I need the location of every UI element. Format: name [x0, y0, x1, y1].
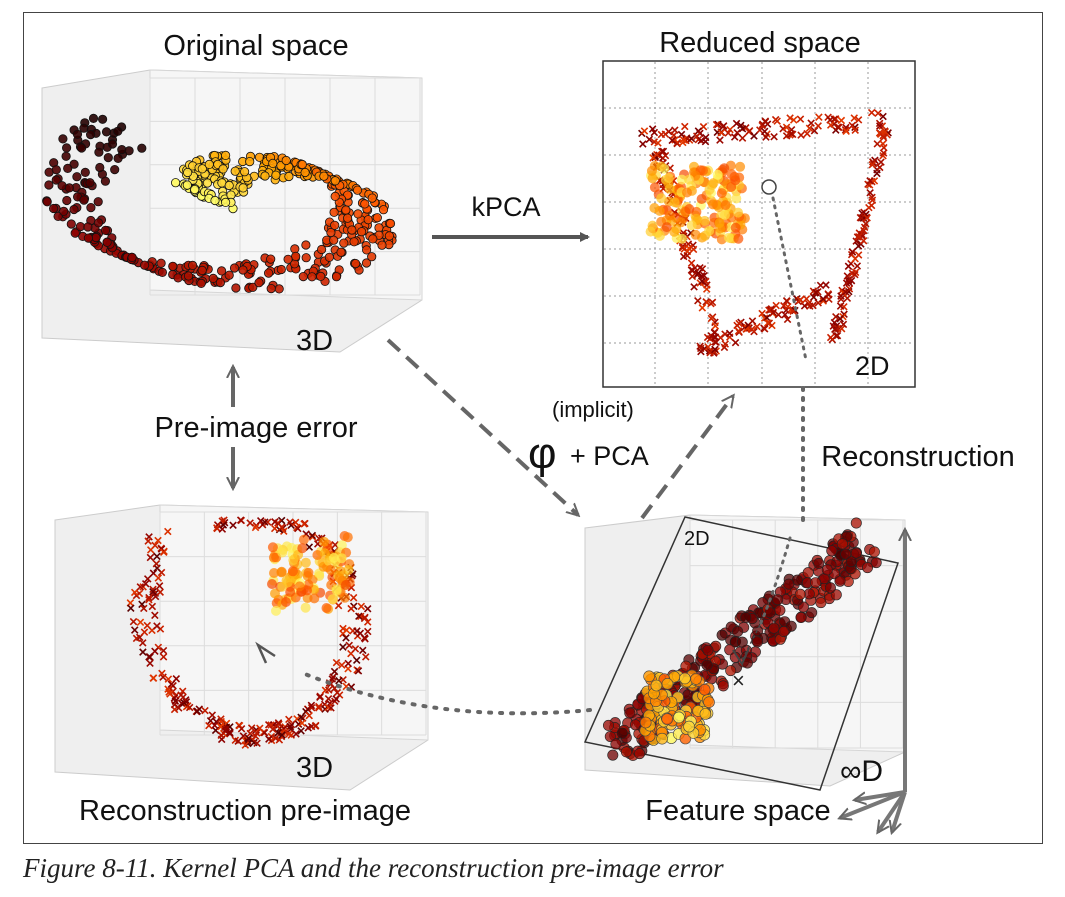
reconstruction-dotted-feature-inner	[758, 536, 792, 627]
infinite-d-axes	[840, 530, 905, 832]
reduced-space-title: Reduced space	[659, 27, 861, 59]
feature-space-points	[602, 517, 882, 761]
reduced-space-points	[638, 108, 892, 357]
dim-label-3d-bottom: 3D	[296, 752, 333, 784]
reconstruction-dotted-to-feature	[771, 196, 808, 362]
pca-arrow-up	[640, 396, 733, 520]
figure-caption: Figure 8-11. Kernel PCA and the reconstr…	[23, 853, 724, 883]
implicit-label: (implicit)	[552, 397, 634, 422]
feature-space-panel: ×	[583, 514, 905, 832]
plus-pca-label: + PCA	[570, 441, 649, 471]
feature-plane-2d	[583, 516, 899, 791]
phi-arrow-down	[386, 338, 578, 515]
reduced-space-panel	[602, 60, 916, 388]
original-space-points	[42, 113, 397, 294]
infinite-d-label: ∞D	[840, 755, 883, 788]
reconstruction-panel	[54, 504, 429, 791]
pre-image-error-label: Pre-image error	[154, 412, 357, 444]
dim-label-2d-reduced: 2D	[855, 351, 890, 381]
reconstruction-pre-image-title: Reconstruction pre-image	[79, 795, 411, 827]
pre-image-dotted-curve	[298, 670, 592, 716]
selected-point-marker	[761, 179, 777, 195]
original-space-panel	[41, 69, 423, 353]
kpca-label: kPCA	[471, 192, 540, 222]
dim-label-3d-top: 3D	[296, 325, 333, 357]
dim-label-2d-plane: 2D	[684, 528, 710, 550]
svg-text:×: ×	[732, 668, 745, 693]
phi-symbol: φ	[528, 429, 557, 478]
reconstruction-points	[126, 516, 372, 749]
original-space-title: Original space	[163, 30, 348, 62]
feature-space-title: Feature space	[645, 795, 830, 827]
reconstruction-label: Reconstruction	[821, 441, 1014, 473]
